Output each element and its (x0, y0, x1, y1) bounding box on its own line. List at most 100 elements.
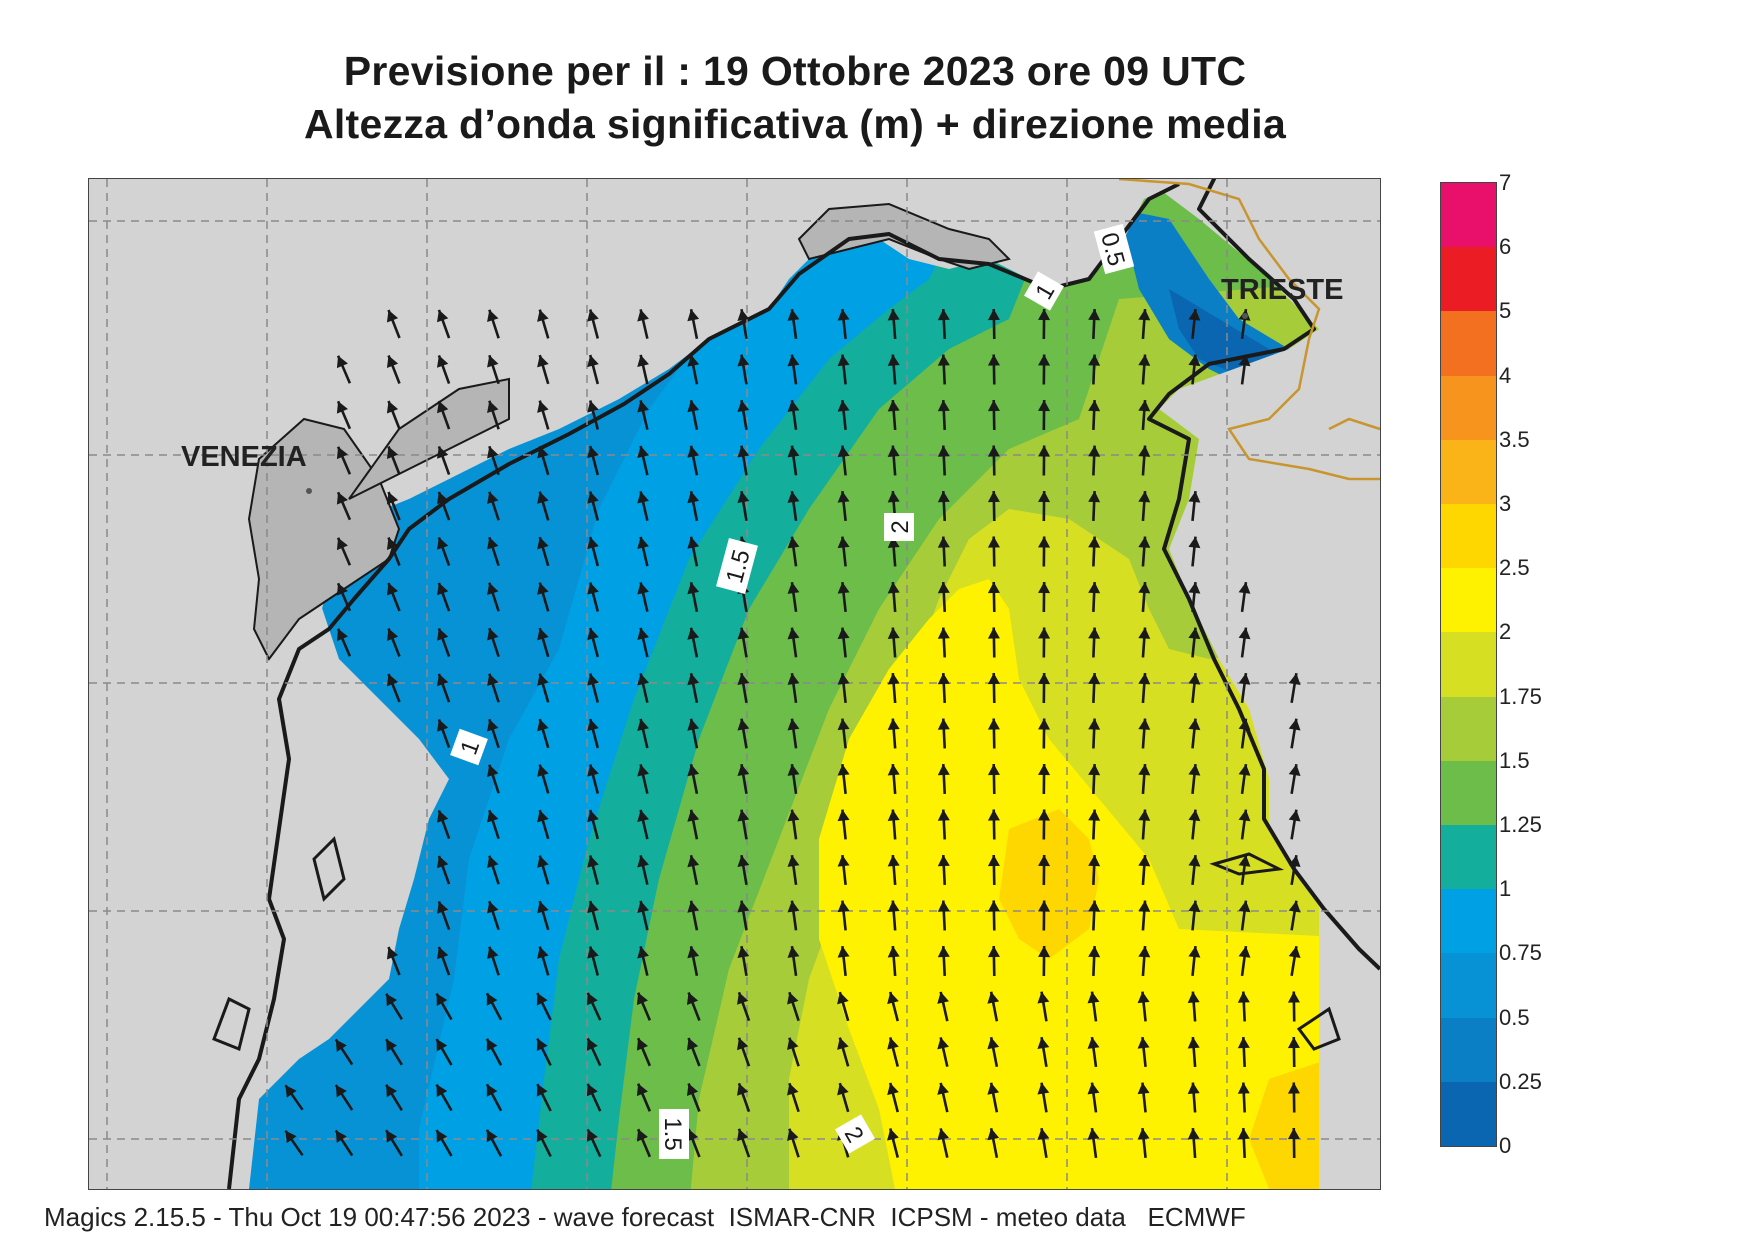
arrow-head (687, 764, 700, 777)
arrow-head (1238, 764, 1251, 776)
arrow-head (737, 1037, 749, 1051)
arrow-head (1187, 1037, 1200, 1049)
arrow-head (686, 1083, 699, 1096)
arrow-head (636, 1038, 648, 1051)
arrow-head (887, 1082, 899, 1096)
legend-tick-label: 0.75 (1499, 940, 1542, 966)
wave-height-field (249, 179, 1319, 1189)
arrow-head (1038, 627, 1051, 639)
arrow-head (887, 718, 900, 730)
arrow-head (1038, 673, 1051, 685)
arrow-head (487, 582, 499, 596)
arrow-head (1188, 855, 1201, 867)
arrow-head (1088, 309, 1101, 321)
arrow-head (987, 855, 1000, 867)
arrow-head (1038, 900, 1051, 912)
color-legend (1440, 182, 1497, 1147)
arrow-head (637, 673, 649, 686)
arrow-head (1187, 991, 1200, 1003)
legend-swatch (1441, 953, 1496, 1019)
arrow-head (687, 855, 700, 868)
title-line-1: Previsione per il : 19 Ottobre 2023 ore … (343, 48, 1247, 94)
arrow-head (987, 445, 1000, 457)
arrow-head (787, 582, 800, 594)
arrow-head (536, 993, 548, 1006)
arrow-head (487, 309, 499, 323)
arrow-head (285, 1085, 297, 1098)
arrow-head (336, 355, 348, 369)
legend-swatch (1441, 1017, 1496, 1083)
coastline (227, 179, 1380, 1189)
arrow-head (837, 309, 850, 321)
arrow-head (537, 673, 549, 686)
arrow-head (637, 400, 649, 413)
arrow-head (1137, 1082, 1150, 1095)
arrow-head (787, 809, 800, 822)
arrow-head (386, 310, 399, 323)
arrow-head (386, 1039, 398, 1052)
arrow-head (1038, 445, 1051, 457)
arrow-head (336, 401, 348, 414)
arrow-head (787, 855, 800, 867)
legend-tick-label: 3 (1499, 491, 1512, 516)
arrow-head (1288, 855, 1301, 868)
arrow-head (437, 946, 449, 960)
arrow-head (737, 400, 750, 413)
arrow-head (537, 491, 549, 504)
arrow-head (737, 309, 750, 322)
arrow-head (987, 627, 1000, 639)
legend-swatch (1441, 1081, 1496, 1147)
arrow-head (837, 354, 850, 367)
legend-tick-label: 2 (1499, 619, 1512, 645)
arrow-head (487, 400, 499, 414)
legend-swatch (1441, 247, 1496, 312)
arrow-head (637, 809, 649, 822)
arrow-head (587, 673, 599, 686)
legend-swatch (1441, 311, 1496, 377)
arrow-head (937, 400, 950, 412)
arrow-head (1238, 627, 1251, 640)
legend-tick-label: 0.25 (1499, 1068, 1542, 1094)
arrow-head (1187, 1082, 1200, 1094)
arrow-head (1188, 627, 1201, 640)
arrow-head (837, 1037, 849, 1050)
arrow-head (737, 673, 750, 686)
arrow-head (887, 855, 900, 867)
arrow-head (687, 809, 700, 822)
arrow-head (587, 855, 599, 868)
arrow-head (486, 993, 498, 1006)
arrow-head (737, 1083, 749, 1096)
arrow-head (336, 628, 348, 642)
arrow-head (1087, 1128, 1100, 1140)
arrow-head (1088, 627, 1101, 639)
arrow-head (487, 446, 499, 459)
legend-swatch (1441, 439, 1496, 505)
arrow-head (587, 309, 599, 322)
arrow-head (1237, 1128, 1250, 1140)
arrow-head (1038, 354, 1051, 366)
arrow-head (687, 627, 700, 640)
arrow-head (987, 354, 1000, 366)
arrow-head (787, 900, 800, 913)
arrow-head (1088, 764, 1101, 776)
arrow-head (1087, 1082, 1100, 1095)
arrow-head (987, 491, 1000, 503)
arrow-head (637, 627, 649, 640)
arrow-head (386, 993, 398, 1007)
land-friuli (89, 179, 1209, 639)
arrow-head (837, 1083, 849, 1096)
arrow-head (637, 764, 649, 777)
arrow-head (887, 764, 900, 776)
arrow-head (987, 582, 1000, 594)
arrow-head (1188, 309, 1201, 321)
legend-swatch (1441, 375, 1496, 441)
arrow-head (637, 582, 649, 595)
arrow-head (837, 491, 850, 503)
arrow-head (987, 309, 1000, 321)
arrow-head (737, 946, 750, 959)
arrow-head (586, 1038, 598, 1051)
arrow-head (536, 1129, 548, 1143)
arrow-head (987, 809, 1000, 821)
arrow-head (1137, 1037, 1150, 1049)
arrow-head (737, 718, 750, 731)
